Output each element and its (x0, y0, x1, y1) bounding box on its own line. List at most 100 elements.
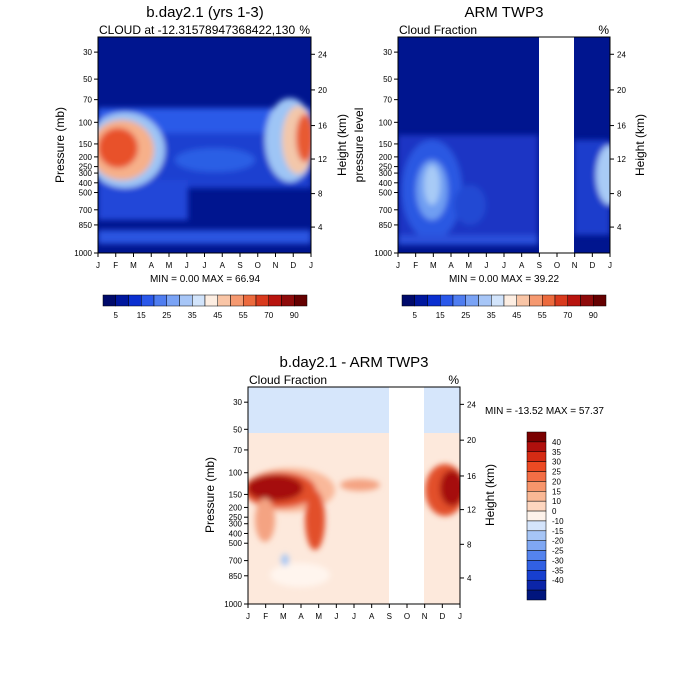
pressure-tick-label: 400 (79, 179, 93, 188)
colorbar-label: 70 (563, 311, 572, 320)
month-tick-label: M (130, 261, 137, 270)
month-tick-label: S (237, 261, 242, 270)
colorbar-label: -40 (552, 576, 564, 585)
pressure-tick-label: 1000 (224, 600, 242, 609)
height-tick-label: 8 (467, 540, 472, 549)
panel-diff-ylabel-right: Height (km) (483, 464, 497, 526)
height-tick-label: 8 (318, 190, 323, 199)
panel-diff-field (248, 387, 460, 604)
pressure-tick-label: 700 (379, 206, 393, 215)
colorbar-cell (567, 294, 581, 307)
month-tick-label: J (608, 261, 612, 270)
panel-model-subtitle: CLOUD at -12.31578947368422,130 (99, 23, 295, 37)
colorbar-cell (230, 294, 244, 307)
panel-diff: b.day2.1 - ARM TWP3 Cloud Fraction % Pre… (203, 354, 604, 621)
pressure-tick-label: 70 (83, 96, 92, 105)
colorbar-label: 35 (487, 311, 496, 320)
colorbar-cell (204, 294, 218, 307)
month-tick-label: F (263, 612, 268, 621)
month-tick-label: A (519, 261, 525, 270)
colorbar-cell (217, 294, 231, 307)
pressure-tick-label: 50 (383, 75, 392, 84)
colorbar-label: 25 (162, 311, 171, 320)
month-tick-label: O (404, 612, 410, 621)
panel-obs-subtitle: Cloud Fraction (399, 23, 477, 37)
pressure-tick-label: 400 (229, 529, 243, 538)
colorbar-cell (166, 294, 180, 307)
month-tick-label: S (537, 261, 542, 270)
colorbar-cell (526, 589, 547, 601)
height-tick-label: 12 (467, 506, 476, 515)
pressure-tick-label: 700 (79, 206, 93, 215)
height-tick-label: 12 (617, 155, 626, 164)
colorbar-cell (526, 431, 547, 443)
colorbar-cell (179, 294, 193, 307)
colorbar-label: 0 (552, 507, 557, 516)
height-tick-label: 20 (467, 436, 476, 445)
month-tick-label: J (396, 261, 400, 270)
month-tick-label: A (149, 261, 155, 270)
colorbar-cell (526, 520, 547, 532)
month-tick-label: F (413, 261, 418, 270)
month-tick-label: J (502, 261, 506, 270)
colorbar-cell (526, 540, 547, 551)
height-tick-label: 4 (467, 574, 472, 583)
height-tick-label: 16 (467, 472, 476, 481)
colorbar-label: 20 (552, 477, 561, 486)
colorbar-cell (440, 294, 454, 307)
month-tick-label: J (96, 261, 100, 270)
colorbar-label: 25 (552, 468, 561, 477)
height-tick-label: 20 (617, 86, 626, 95)
colorbar-label: 5 (114, 311, 119, 320)
colorbar-label: 15 (436, 311, 445, 320)
pressure-tick-label: 1000 (74, 249, 92, 258)
colorbar-label: -10 (552, 517, 564, 526)
month-tick-label: J (484, 261, 488, 270)
height-tick-label: 24 (318, 50, 327, 59)
colorbar-cell (401, 294, 415, 307)
pressure-tick-label: 850 (379, 221, 393, 230)
colorbar-cell (281, 294, 295, 307)
panel-obs-field (398, 37, 610, 253)
panel-diff-unit: % (448, 373, 459, 387)
pressure-tick-label: 500 (229, 539, 243, 548)
pressure-tick-label: 50 (233, 425, 242, 434)
colorbar-cell (141, 294, 155, 307)
month-tick-label: N (422, 612, 428, 621)
colorbar-cell (526, 471, 547, 482)
pressure-tick-label: 500 (379, 189, 393, 198)
height-tick-label: 24 (617, 50, 626, 59)
panel-model-ylabel-right: Height (km) (335, 114, 349, 176)
month-tick-label: A (448, 261, 454, 270)
panel-diff-title: b.day2.1 - ARM TWP3 (280, 354, 429, 371)
colorbar-label: -20 (552, 537, 564, 546)
colorbar-label: 70 (264, 311, 273, 320)
pressure-tick-label: 400 (379, 179, 393, 188)
pressure-tick-label: 250 (379, 163, 393, 172)
month-tick-label: J (185, 261, 189, 270)
month-tick-label: J (203, 261, 207, 270)
colorbar-label: 55 (239, 311, 248, 320)
colorbar-label: 35 (552, 448, 561, 457)
panel-model-unit: % (299, 23, 310, 37)
month-tick-label: D (589, 261, 595, 270)
colorbar-cell (542, 294, 556, 307)
height-tick-label: 20 (318, 86, 327, 95)
month-tick-label: M (465, 261, 472, 270)
colorbar-cell (427, 294, 441, 307)
colorbar-label: 55 (538, 311, 547, 320)
panel-obs-ylabel: pressure level (352, 108, 366, 183)
height-tick-label: 4 (318, 223, 323, 232)
colorbar-label: 45 (213, 311, 222, 320)
pressure-tick-label: 30 (83, 48, 92, 57)
pressure-tick-label: 1000 (374, 249, 392, 258)
panel-obs-title: ARM TWP3 (465, 4, 544, 21)
month-tick-label: A (298, 612, 304, 621)
panel-diff-ylabel: Pressure (mb) (203, 457, 217, 533)
colorbar-label: -35 (552, 566, 564, 575)
colorbar-cell (128, 294, 142, 307)
month-tick-label: J (334, 612, 338, 621)
panel-model-ylabel: Pressure (mb) (53, 107, 67, 183)
colorbar-cell (243, 294, 257, 307)
month-tick-label: M (430, 261, 437, 270)
